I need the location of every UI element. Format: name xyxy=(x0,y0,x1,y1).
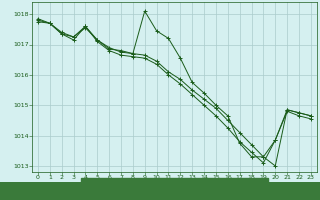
X-axis label: Graphe pression niveau de la mer (hPa): Graphe pression niveau de la mer (hPa) xyxy=(86,183,262,192)
